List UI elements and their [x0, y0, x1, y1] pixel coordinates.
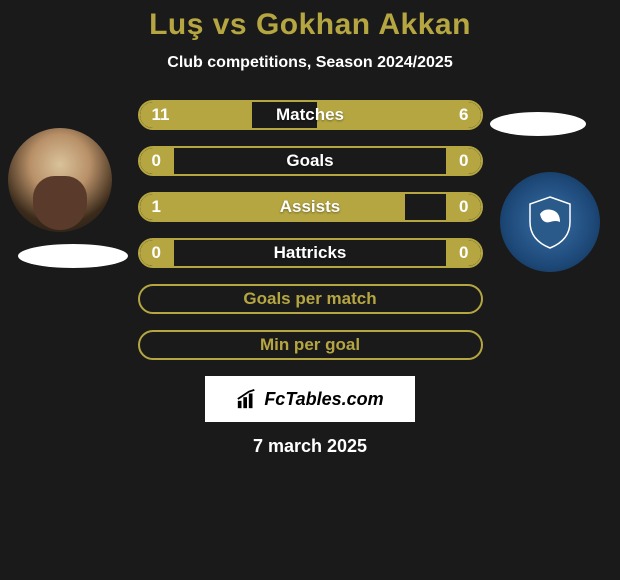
bar-left: [140, 194, 406, 220]
value-left: 1: [152, 197, 161, 217]
branding-text: FcTables.com: [264, 389, 383, 410]
player-left-club-ellipse: [18, 244, 128, 268]
page-subtitle: Club competitions, Season 2024/2025: [0, 54, 620, 72]
club-crest-icon: [520, 192, 580, 252]
comparison-date: 7 march 2025: [0, 436, 620, 457]
stat-row-min-per-goal: Min per goal: [138, 330, 483, 360]
value-right: 0: [459, 151, 468, 171]
stat-row-goals: 0 Goals 0: [138, 146, 483, 176]
stat-label: Matches: [276, 105, 344, 125]
stat-label: Hattricks: [274, 243, 347, 263]
value-left: 0: [152, 243, 161, 263]
stat-label: Goals per match: [243, 289, 376, 309]
stat-label: Min per goal: [260, 335, 360, 355]
player-right-club-ellipse: [490, 112, 586, 136]
chart-icon: [236, 388, 258, 410]
player-right-badge: [500, 172, 600, 272]
player-left-avatar: [8, 128, 112, 232]
value-right: 0: [459, 243, 468, 263]
value-right: 0: [459, 197, 468, 217]
branding-badge: FcTables.com: [205, 376, 415, 422]
stat-rows: 11 Matches 6 0 Goals 0 1 Assists 0: [138, 100, 483, 360]
value-right: 6: [459, 105, 468, 125]
stat-row-goals-per-match: Goals per match: [138, 284, 483, 314]
stat-label: Goals: [286, 151, 333, 171]
stats-area: 11 Matches 6 0 Goals 0 1 Assists 0: [0, 100, 620, 360]
stat-row-assists: 1 Assists 0: [138, 192, 483, 222]
stat-label: Assists: [280, 197, 340, 217]
stat-row-matches: 11 Matches 6: [138, 100, 483, 130]
value-left: 11: [152, 105, 170, 125]
page-title: Luş vs Gokhan Akkan: [0, 8, 620, 42]
value-left: 0: [152, 151, 161, 171]
stat-row-hattricks: 0 Hattricks 0: [138, 238, 483, 268]
comparison-card: Luş vs Gokhan Akkan Club competitions, S…: [0, 0, 620, 457]
